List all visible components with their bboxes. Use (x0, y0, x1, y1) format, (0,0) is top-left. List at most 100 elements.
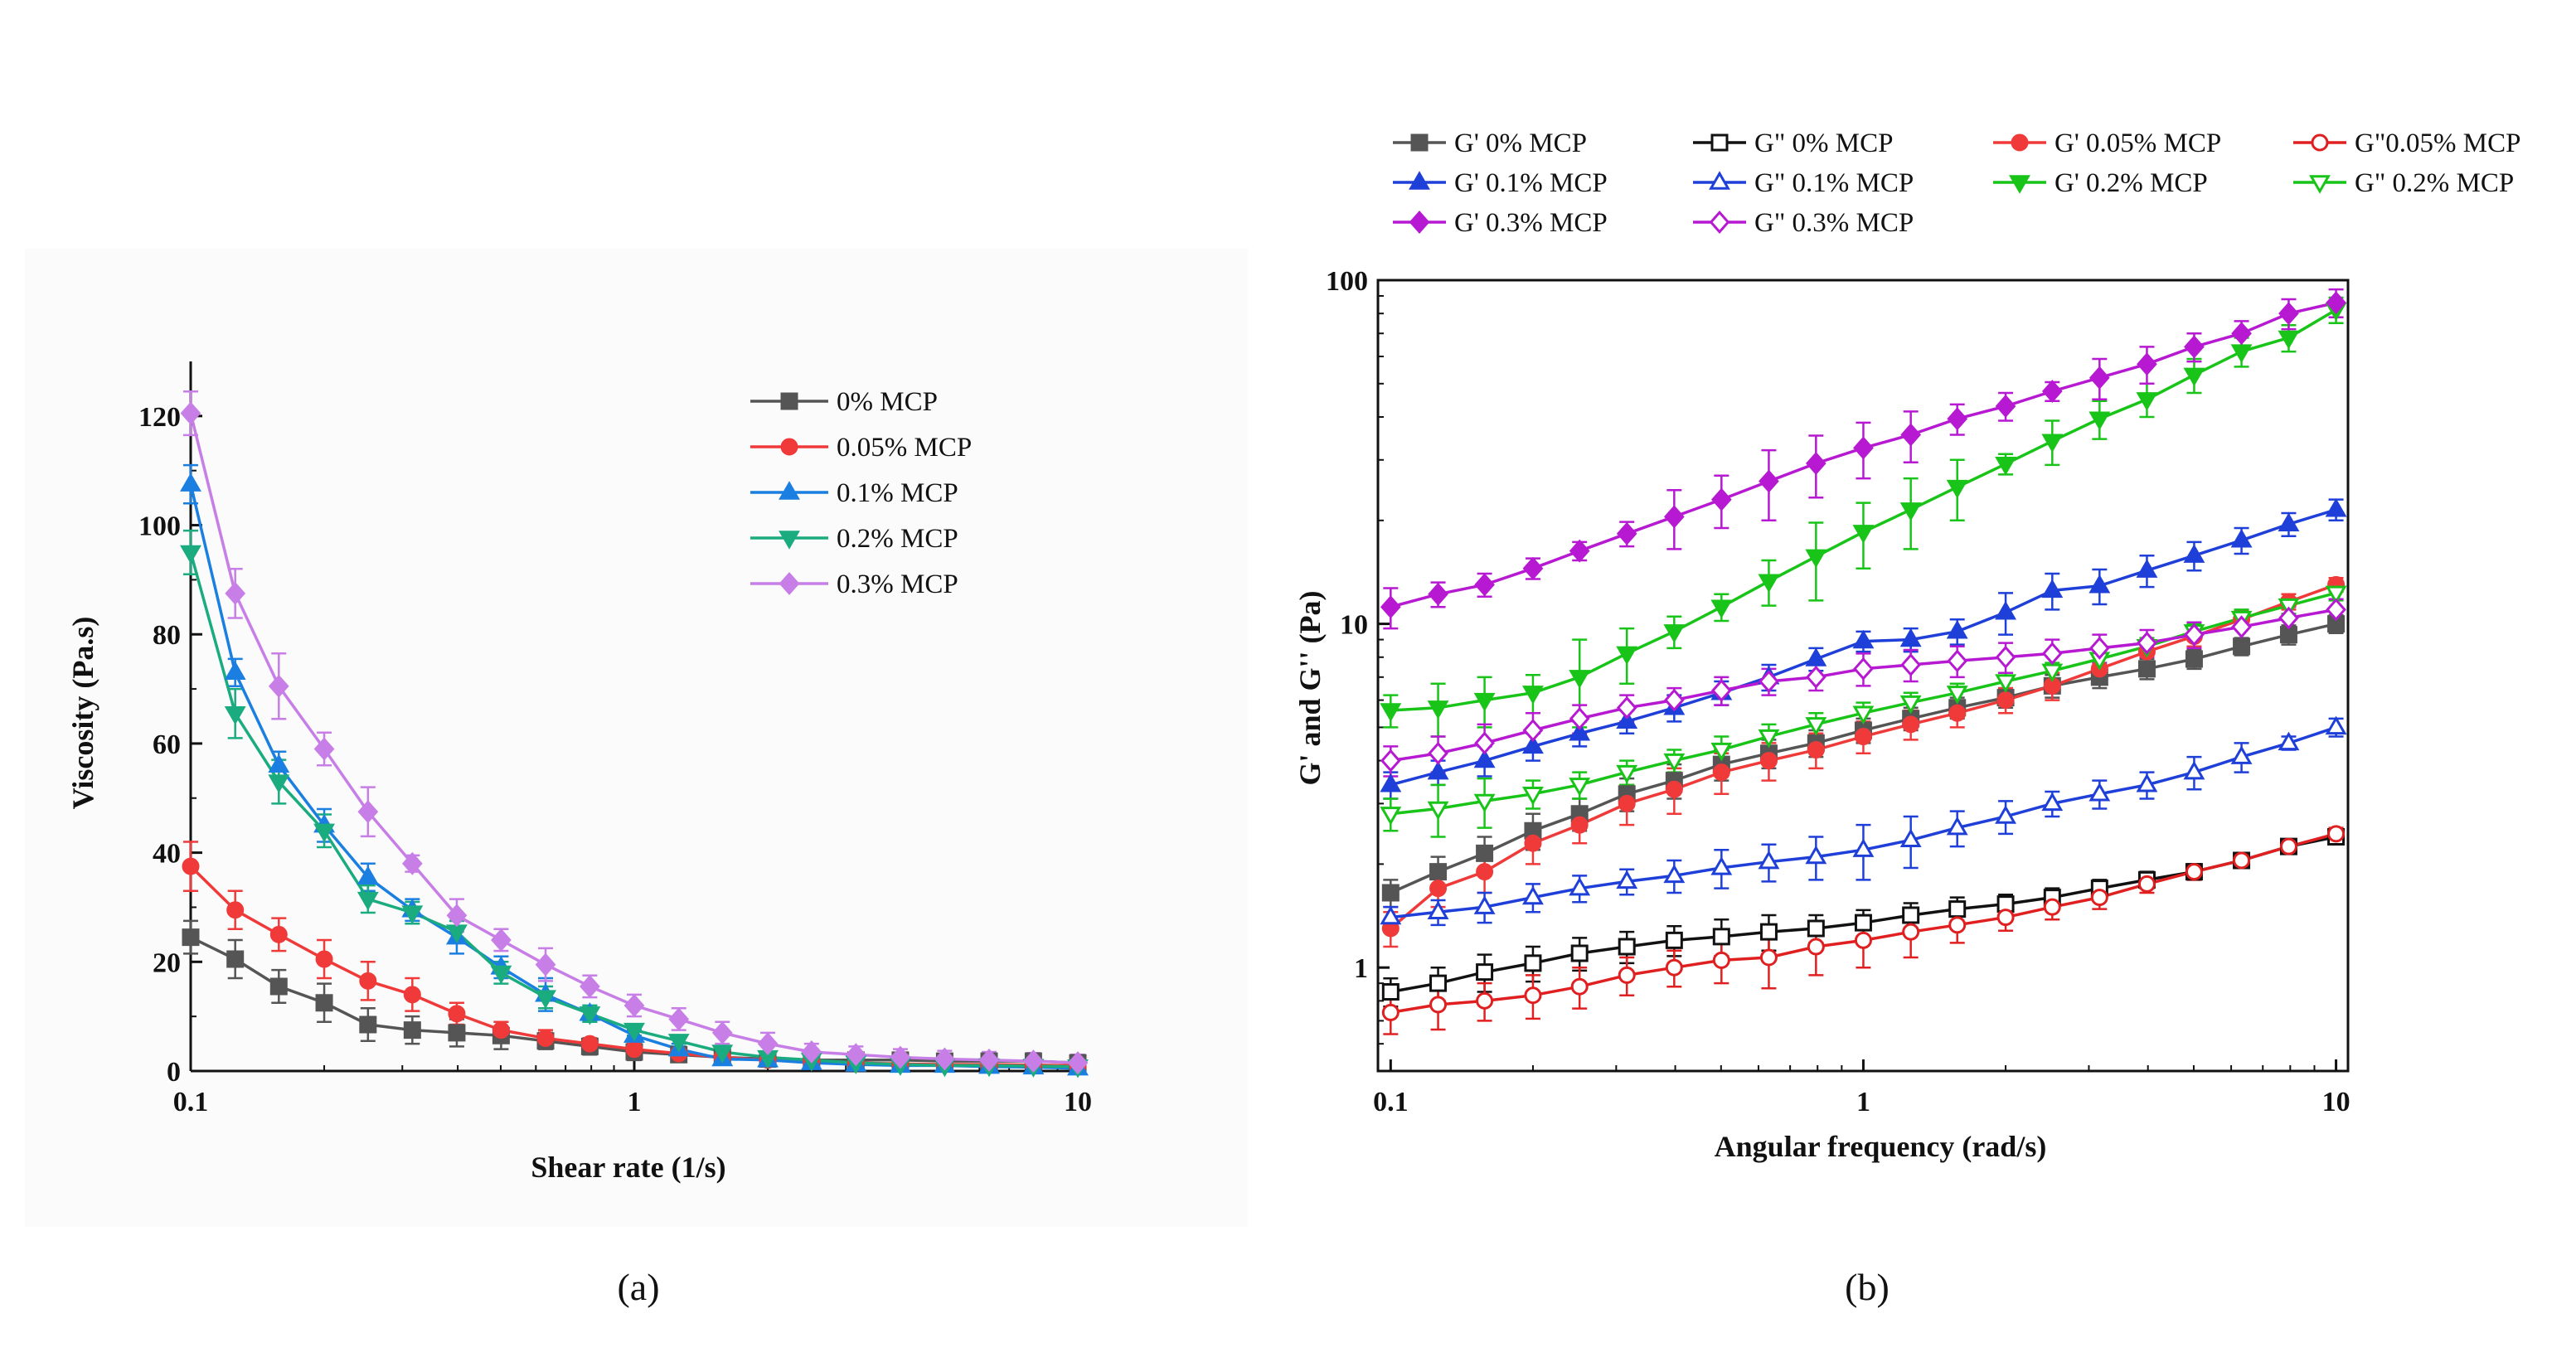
panel-b-g-0-05-mcp-point (1712, 951, 1730, 969)
panel-b-g-0-2-mcp-legend-label: G' 0.2% MCP (2054, 168, 2208, 198)
panel-b-x-tick-label: 10 (2322, 1087, 2350, 1117)
panel-b-g-0-05-mcp-point (1665, 958, 1683, 977)
panel-b-g-0-2-mcp-point (1852, 525, 1875, 544)
panel-b-g-0-3-mcp-point (1995, 645, 2016, 669)
panel-b-g-0-2-mcp-point (1616, 646, 1638, 666)
panel-b-g-0-2-mcp-point (1805, 549, 1827, 569)
panel-b-g-0-mcp-legend-marker (1410, 133, 1429, 152)
panel-b-g-0-3-mcp-point (2041, 642, 2063, 666)
panel-b-g-0-mcp-point (1854, 914, 1872, 932)
panel-a-0-05-mcp-point (269, 925, 288, 943)
panel-a-0-3-mcp-point (446, 904, 468, 928)
panel-b-g-0-05-mcp-point (1381, 1003, 1400, 1021)
panel-a-0-1-mcp-legend-label: 0.1% MCP (837, 478, 958, 508)
panel-a-0-3-mcp-point (845, 1043, 866, 1067)
panel-a-0-mcp-point (226, 950, 245, 968)
panel-b-g-0-2-mcp-point (1616, 764, 1638, 784)
panel-b-g-0-3-mcp-point (1947, 407, 1968, 431)
panel-b-g-0-mcp-point (1807, 919, 1825, 938)
panel-b-g-0-05-mcp-point (2185, 863, 2203, 881)
panel-a-y-tick-label: 0 (167, 1057, 181, 1088)
panel-b-g-0-2-mcp-point (1473, 692, 1496, 712)
panel-b-g-0-05-mcp-point (1618, 966, 1636, 984)
panel-a-background (25, 249, 1248, 1227)
panel-b-g-0-05-mcp-point (1902, 715, 1920, 734)
panel-b-g-0-3-mcp-point (1947, 649, 1968, 673)
panel-b-caption: (b) (1845, 1266, 1890, 1308)
panel-b-g-0-3-mcp-point (2137, 352, 2157, 376)
panel-b-g-0-05-mcp-point (1618, 794, 1636, 812)
panel-a-0-2-mcp-point (268, 774, 290, 793)
panel-b-g-0-2-mcp-point (2041, 434, 2064, 453)
panel-a-0-mcp-legend-label: 0% MCP (837, 387, 938, 417)
panel-a-0-3-mcp-point (623, 994, 645, 1017)
panel-b-g-0-mcp-legend-label: G" 0% MCP (1754, 128, 1894, 158)
panel-b-g-0-3-mcp-point (1900, 423, 1922, 447)
panel-b-g-0-1-mcp-point (1805, 647, 1827, 666)
panel-b-y-tick-label: 1 (1354, 953, 1368, 984)
panel-a-0-2-mcp-point (313, 823, 335, 843)
panel-b-g-0-1-mcp-point (1616, 710, 1638, 729)
panel-b-g-0-3-mcp-point (1428, 741, 1448, 765)
panel-a-0-2-mcp-point (535, 990, 556, 1009)
panel-b-y-axis-title: G' and G'' (Pa) (1293, 590, 1327, 785)
panel-a-0-1-mcp-point (357, 865, 379, 884)
panel-b-g-0-2-mcp-point (1427, 700, 1449, 720)
panel-a-y-tick-label: 100 (138, 511, 181, 542)
panel-b-y-tick-label: 10 (1340, 610, 1368, 641)
panel-a-0-mcp-legend-marker (780, 392, 798, 410)
panel-b-g-0-05-mcp-point (1996, 691, 2015, 710)
panel-b-g-0-1-mcp-legend-label: G' 0.1% MCP (1454, 168, 1608, 198)
panel-b-g-0-1-mcp-legend-marker (1709, 171, 1730, 190)
panel-a-0-2-mcp-point (667, 1034, 690, 1053)
panel-b-g-0-3-mcp-point (1522, 556, 1544, 580)
panel-b-g-0-05-mcp-point (1902, 923, 1920, 941)
panel-b-g-0-mcp-point (2233, 637, 2251, 656)
panel-b-g-0-2-mcp-point (1710, 599, 1733, 619)
panel-b-g-0-3-mcp-point (1569, 539, 1590, 563)
panel-b-g-0-3-mcp-point (1474, 731, 1495, 755)
panel-b-g-0-05-mcp-legend-marker (2311, 133, 2329, 152)
panel-b-g-0-3-mcp-point (1900, 653, 1922, 676)
panel-b-g-0-2-mcp-point (1899, 695, 1922, 715)
panel-a-0-05-mcp-point (536, 1029, 555, 1047)
panel-b-g-0-1-mcp-point (1946, 620, 1968, 639)
panel-b-g-0-2-mcp-point (1758, 729, 1780, 749)
panel-b-g-0-2-mcp-point (1946, 479, 1968, 499)
panel-b-g-0-3-mcp-point (2088, 636, 2110, 660)
panel-a-0-3-mcp-point (401, 851, 423, 875)
panel-b-g-0-05-mcp-point (1854, 728, 1872, 746)
panel-a-0-05-mcp-legend-label: 0.05% MCP (837, 433, 972, 463)
panel-b-g-0-1-mcp-point (2230, 529, 2253, 548)
panel-b-g-0-05-mcp-point (1570, 977, 1589, 996)
panel-b-g-0-mcp-point (1902, 906, 1920, 924)
panel-a-0-2-mcp-point (711, 1044, 734, 1064)
panel-b-g-0-05-mcp-point (1570, 816, 1589, 834)
panel-b-g-0-1-mcp-point (2136, 773, 2158, 792)
panel-b-g-0-05-mcp-point (2279, 837, 2297, 855)
panel-b-g-0-2-mcp-point (1899, 502, 1922, 521)
panel-b-g-0-1-mcp-point (1946, 816, 1968, 836)
panel-b-g-0-3-mcp-point (2137, 631, 2157, 655)
panel-b-g-0-mcp-point (2185, 650, 2203, 668)
panel-b-g-0-2-mcp-point (1380, 807, 1402, 826)
panel-b-g-0-1-mcp-point (2325, 497, 2347, 517)
panel-b-g-0-1-mcp-point (1758, 850, 1780, 870)
panel-b-g-0-3-mcp-legend-marker (1409, 211, 1430, 234)
panel-a-x-tick-label: 1 (628, 1087, 642, 1117)
panel-b-g-0-1-mcp-point (1569, 721, 1591, 741)
panel-a-0-05-mcp-point (315, 950, 333, 968)
panel-a-0-05-mcp-point (226, 901, 245, 919)
panel-b-g-0-3-mcp-point (1616, 521, 1637, 545)
panel-b-x-axis-title: Angular frequency (rad/s) (1715, 1130, 2047, 1163)
panel-a-0-2-mcp-point (357, 891, 379, 911)
panel-b-g-0-mcp-point (1524, 821, 1542, 840)
panel-b-g-0-1-mcp-point (1616, 870, 1638, 889)
panel-a-caption: (a) (617, 1266, 659, 1308)
panel-a-0-3-mcp-point (225, 581, 246, 605)
panel-a-0-3-mcp-legend-label: 0.3% MCP (837, 569, 958, 599)
panel-b-g-0-05-mcp-point (1948, 916, 1967, 934)
panel-a-0-2-mcp-point (401, 905, 424, 924)
panel-b-g-0-3-mcp-point (2088, 366, 2110, 390)
